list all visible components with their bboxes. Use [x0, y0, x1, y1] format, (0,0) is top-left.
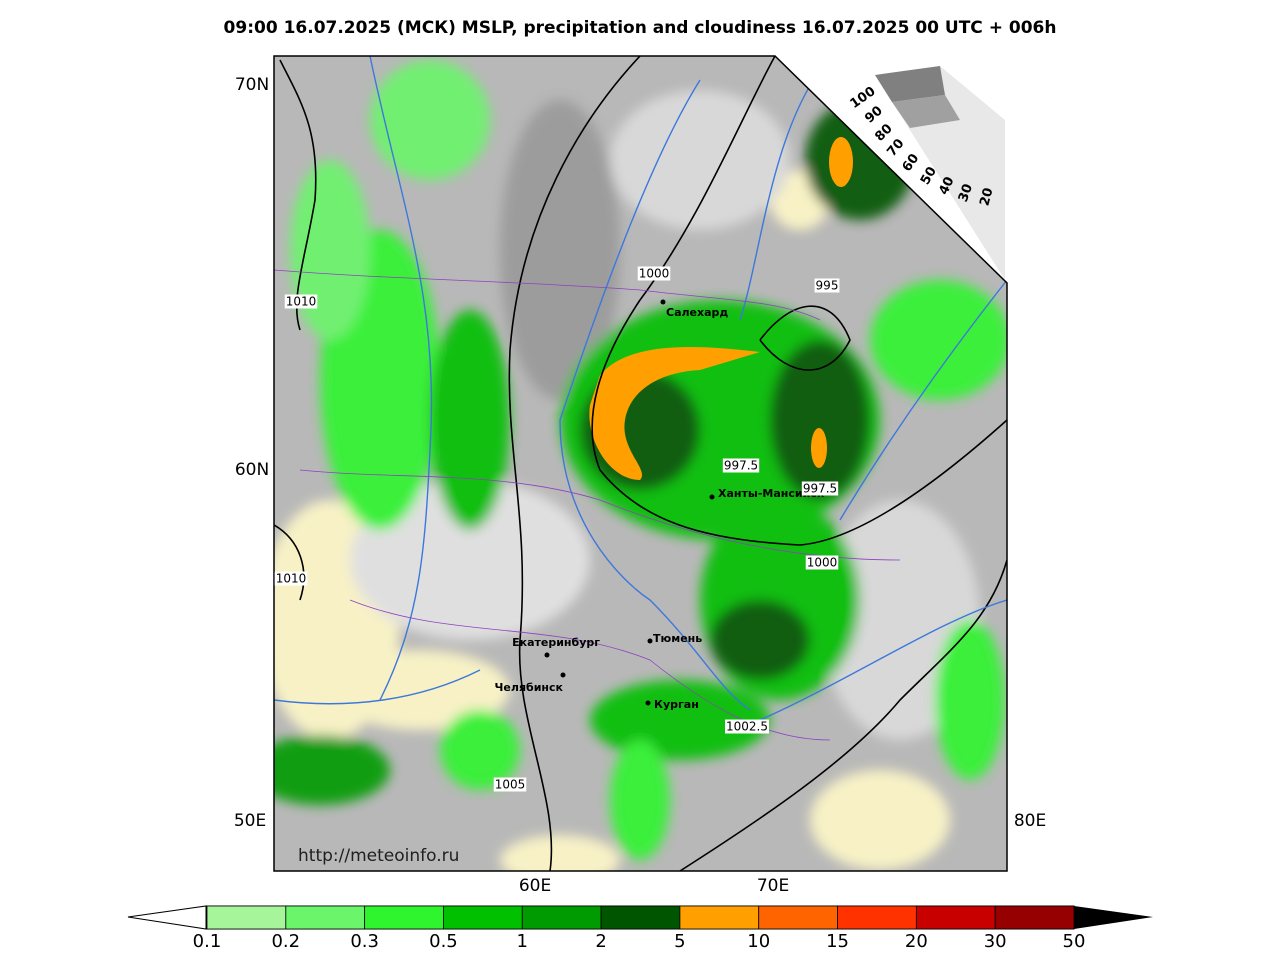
city-dot [560, 672, 566, 678]
city-label: Ханты-Мансийск [718, 487, 825, 500]
isobar-label-bg [722, 458, 760, 473]
city-label: Салехард [666, 306, 728, 319]
city-label: Челябинск [495, 681, 564, 694]
colorbar-label: 30 [984, 931, 1007, 952]
city-dot [544, 652, 550, 658]
cloud-scale-label: 40 [936, 175, 957, 198]
isobar-label-bg [284, 294, 318, 309]
lat-label: 70N [235, 75, 269, 95]
map-area [274, 56, 1007, 871]
isobar-label-bg [493, 777, 527, 792]
isobar-label: 1000 [639, 267, 670, 281]
isobar-label-bg [805, 555, 839, 570]
isobar-label: 997.5 [803, 482, 837, 496]
colorbar-swatch [837, 905, 917, 930]
colorbar-swatch [679, 905, 760, 930]
colorbar-swatch [600, 905, 681, 930]
colorbar-label: 20 [905, 931, 928, 952]
isobar-label-bg [801, 481, 839, 496]
isobar-label: 995 [816, 279, 839, 293]
isobar-label: 997.5 [724, 459, 758, 473]
isobar-label: 1000 [807, 556, 838, 570]
cloud-scale-label: 60 [900, 151, 923, 174]
isobar-label-bg [814, 278, 840, 293]
isobar-label: 1010 [286, 295, 317, 309]
city-dot [709, 494, 715, 500]
cloud-scale-label: 20 [977, 186, 996, 207]
colorbar-swatch [994, 905, 1075, 930]
city-dot [660, 299, 666, 305]
isobar-label-bg [725, 719, 769, 734]
isobar-label: 1002.5 [726, 720, 768, 734]
colorbar-swatch [364, 905, 444, 930]
cloud-scale-wedges [875, 66, 1005, 280]
isobar-label-bg [637, 266, 671, 281]
colorbar-label: 2 [595, 931, 606, 952]
lon-label: 80E [1014, 811, 1046, 831]
source-url: http://meteoinfo.ru [298, 846, 459, 866]
colorbar-label: 0.5 [429, 931, 458, 952]
colorbar-swatch [285, 905, 366, 930]
city-label: Екатеринбург [512, 636, 600, 649]
colorbar-label: 0.1 [193, 931, 222, 952]
cloud-scale-label: 70 [884, 136, 907, 160]
lon-label: 70E [757, 876, 789, 896]
lat-label: 60N [235, 460, 269, 480]
lon-label: 60E [519, 876, 551, 896]
colorbar-swatch [206, 905, 287, 930]
colorbar-label: 0.3 [350, 931, 379, 952]
city-dot [645, 700, 651, 706]
city-label: Курган [654, 698, 699, 711]
title: 09:00 16.07.2025 (МСК) MSLP, precipitati… [224, 18, 1057, 38]
city-dot [647, 638, 653, 644]
cloud-scale-label: 30 [956, 182, 976, 204]
isobar-label-bg [274, 571, 308, 586]
colorbar-label: 10 [747, 931, 770, 952]
colorbar-swatch [521, 905, 602, 930]
colorbar-label: 15 [826, 931, 849, 952]
colorbar-swatch [443, 905, 523, 930]
colorbar-label: 50 [1063, 931, 1086, 952]
colorbar-label: 0.2 [271, 931, 300, 952]
city-label: Тюмень [653, 632, 702, 645]
colorbar-swatch [915, 905, 996, 930]
isobar-label: 1010 [276, 572, 307, 586]
lon-label: 50E [234, 811, 266, 831]
colorbar-label: 5 [674, 931, 685, 952]
colorbar-swatch [758, 905, 838, 930]
colorbar-label: 1 [517, 931, 528, 952]
isobar-label: 1005 [495, 778, 526, 792]
